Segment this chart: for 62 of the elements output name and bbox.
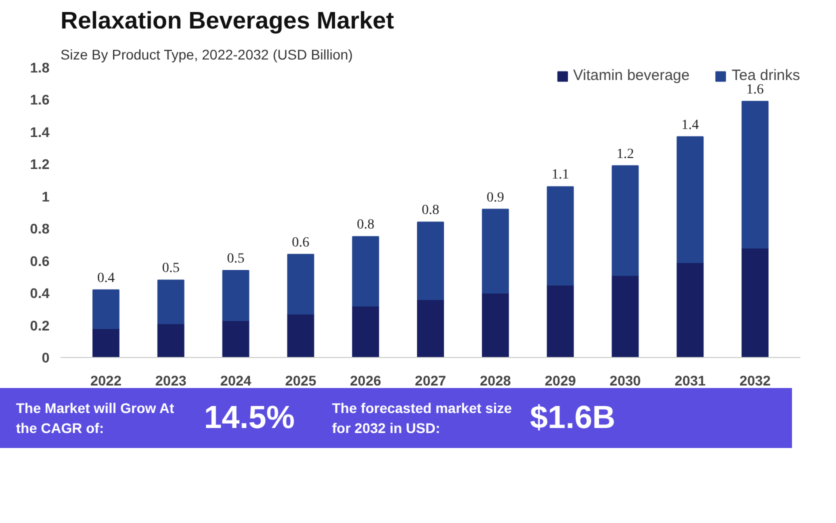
bar: [612, 165, 639, 276]
y-tick-label: 1: [42, 188, 50, 204]
bar: [352, 305, 380, 358]
total-label: 1.6: [746, 82, 764, 98]
y-tick-label: 0.2: [30, 317, 50, 334]
text: The Market will Grow At the CAGR of:: [16, 399, 176, 438]
text: 14.5%: [204, 398, 296, 438]
legend-label: Tea drinks: [732, 67, 800, 84]
bar: [157, 280, 184, 324]
x-tick-label: 2030: [610, 372, 642, 388]
total-label: 0.6: [292, 235, 310, 250]
bar: [287, 314, 314, 358]
y-tick-label: 0.6: [30, 252, 50, 269]
y-tick-label: 1.6: [30, 92, 50, 108]
total-label: 0.4: [97, 270, 115, 286]
bar: [676, 262, 704, 358]
x-tick-label: 2022: [90, 372, 122, 388]
x-tick-label: 2028: [480, 372, 512, 388]
bar: [417, 299, 444, 358]
chart-subtitle: Size By Product Type, 2022-2032 (USD Billion): [60, 46, 353, 62]
bar: [352, 236, 380, 306]
chart-title: Relaxation Beverages Market: [60, 8, 394, 34]
bar: [92, 289, 120, 329]
bar: [222, 270, 250, 321]
bar: [546, 284, 574, 358]
total-label: 1.1: [552, 168, 570, 183]
x-tick-label: 2023: [155, 372, 187, 388]
total-label: 1.2: [616, 146, 634, 162]
bar: [482, 208, 509, 294]
y-tick-label: 1.8: [30, 60, 50, 76]
text: $1.6B: [530, 398, 616, 438]
bar: [742, 247, 769, 358]
total-label: 0.5: [162, 261, 180, 276]
x-tick-label: 2029: [544, 372, 576, 388]
bar: [546, 186, 574, 286]
total-label: 0.8: [356, 218, 374, 233]
bar: [482, 292, 509, 358]
legend-label: Vitamin beverage: [573, 67, 690, 84]
y-tick-label: 0: [42, 350, 50, 366]
bar: [222, 320, 250, 358]
text: The forecasted market size for 2032 in USD:: [332, 399, 512, 438]
x-tick-label: 2027: [414, 372, 446, 388]
bar: [92, 328, 120, 358]
total-label: 0.9: [486, 190, 504, 206]
x-tick-label: 2024: [220, 372, 252, 388]
total-label: 1.4: [681, 118, 699, 133]
total-label: 0.5: [227, 252, 245, 266]
x-tick-label: 2025: [285, 372, 316, 388]
bar: [676, 136, 704, 263]
x-tick-label: 2031: [674, 372, 706, 388]
x-tick-label: 2026: [350, 372, 382, 388]
total-label: 0.8: [422, 203, 440, 218]
bar: [417, 222, 444, 300]
bar: [742, 100, 769, 248]
y-tick-label: 0.4: [30, 285, 50, 302]
x-tick-label: 2032: [739, 372, 771, 388]
y-tick-label: 1.2: [30, 156, 50, 172]
y-tick-label: 0.8: [30, 220, 50, 237]
bar: [287, 254, 314, 314]
y-tick-label: 1.4: [30, 124, 50, 140]
bar: [612, 274, 639, 358]
bar: [157, 323, 184, 358]
